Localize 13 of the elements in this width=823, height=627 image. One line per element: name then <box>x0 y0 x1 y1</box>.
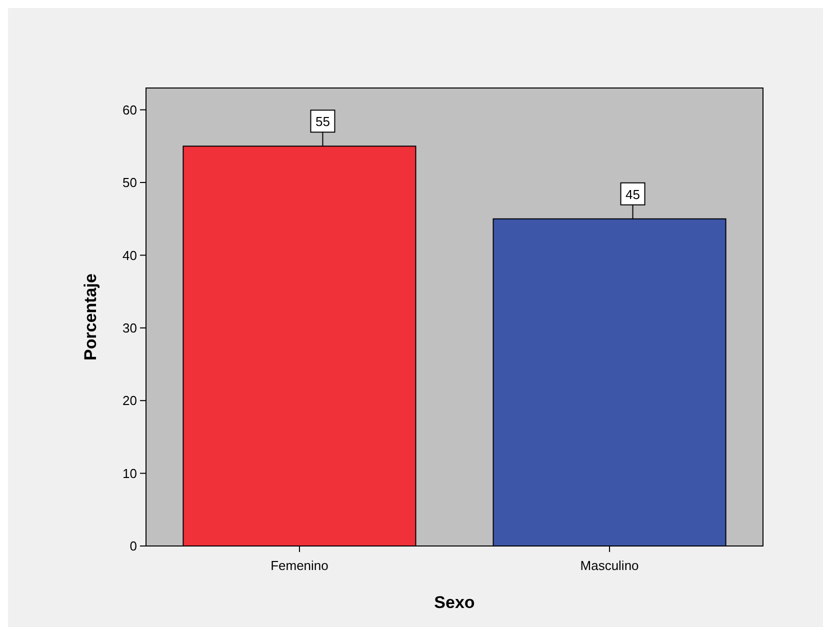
data-label: 55 <box>315 114 330 130</box>
x-tick-label: Masculino <box>580 558 639 573</box>
y-tick-label: 20 <box>122 393 137 408</box>
y-tick-label: 40 <box>122 248 137 263</box>
y-tick-label: 10 <box>122 466 137 481</box>
y-tick-label: 0 <box>130 538 137 554</box>
y-tick-label: 60 <box>122 102 137 118</box>
x-tick-label: Femenino <box>270 558 328 573</box>
y-tick-label: 30 <box>122 320 137 336</box>
data-label: 45 <box>626 186 640 202</box>
x-axis-title: Sexo <box>434 593 475 612</box>
y-tick-label: 50 <box>122 175 137 190</box>
y-axis-title: Porcentaje <box>81 274 100 360</box>
